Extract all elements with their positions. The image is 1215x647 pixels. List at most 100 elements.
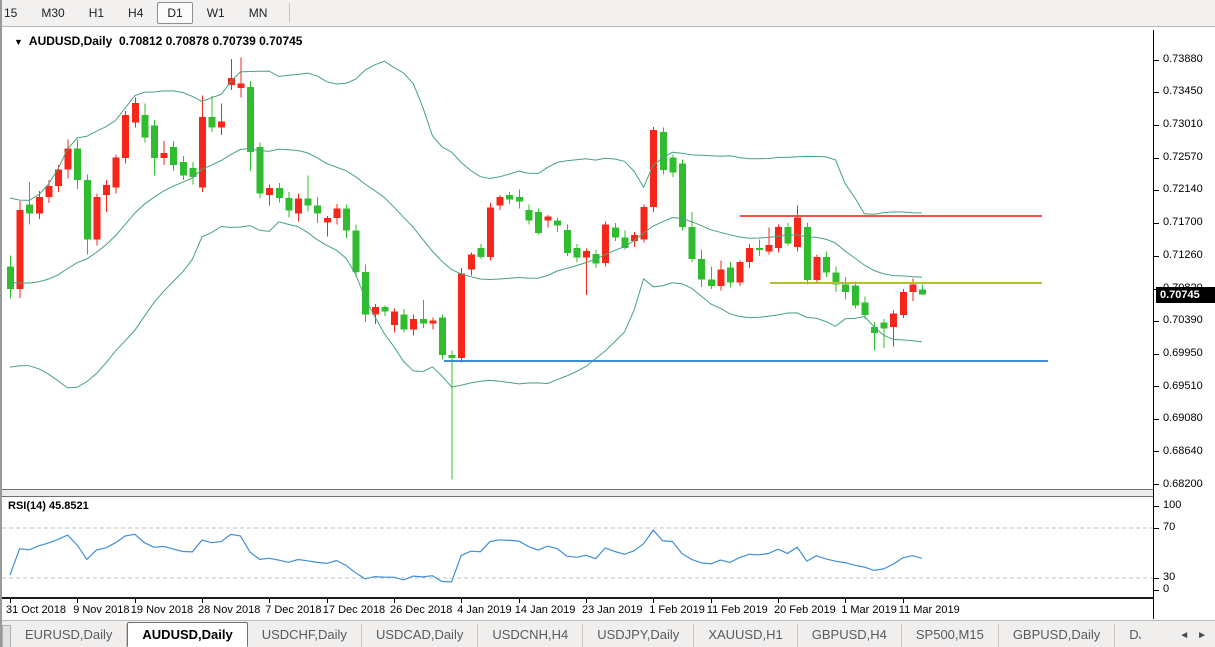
tab-stub[interactable] (2, 625, 11, 647)
candle (746, 244, 754, 269)
toolbar-separator (289, 3, 291, 23)
candle (371, 303, 379, 325)
candle (26, 182, 34, 225)
candle (909, 278, 917, 301)
candle (275, 182, 283, 203)
date-tick-mark (845, 599, 847, 603)
symbol-tab-usdjpy[interactable]: USDJPY,Daily (583, 624, 695, 647)
candle (487, 203, 494, 261)
symbol-tab-usdchf[interactable]: USDCHF,Daily (248, 624, 362, 647)
candlestick-chart[interactable] (2, 30, 1153, 489)
tab-scroll-right-icon[interactable]: ► (1197, 630, 1207, 641)
symbol-tab-sp500[interactable]: SP500,M15 (902, 624, 999, 647)
candle (218, 103, 226, 136)
timeframe-button-h1[interactable]: H1 (88, 6, 105, 20)
candle (919, 284, 926, 296)
candle (784, 223, 792, 246)
candle (467, 252, 475, 276)
collapse-triangle-icon[interactable]: ▼ (14, 37, 23, 47)
candle (199, 95, 206, 192)
price-tick-mark (1154, 190, 1159, 191)
candle (83, 174, 91, 255)
rsi-tick-mark (1154, 578, 1159, 579)
symbol-tab-dj30[interactable]: DJ30,H4 (1115, 624, 1141, 647)
pane-divider[interactable] (2, 489, 1153, 497)
tab-scroll-left-icon[interactable]: ◄ (1179, 630, 1190, 641)
price-tick-label: 0.68200 (1163, 477, 1203, 490)
date-tick-label: 31 Oct 2018 (6, 604, 66, 616)
timeframe-toolbar: 15 M30 H1 H4 D1 W1 MN (2, 0, 1215, 27)
price-tick-label: 0.69510 (1163, 379, 1203, 392)
date-tick-mark (202, 599, 203, 603)
price-tick-label: 0.69080 (1163, 412, 1203, 425)
candle (170, 141, 178, 171)
date-tick-mark (461, 599, 463, 603)
price-tick-label: 0.73450 (1163, 85, 1203, 98)
date-axis[interactable]: 31 Oct 2018 9 Nov 2018 19 Nov 2018 28 Nov 2… (2, 599, 1153, 619)
price-tick-mark (1154, 484, 1159, 485)
date-tick-mark (902, 599, 904, 603)
rsi-scale-axis: 100 70 30 0 (1154, 497, 1215, 597)
date-tick-label: 17 Dec 2018 (322, 604, 386, 616)
candle (64, 139, 72, 179)
timeframe-button-15[interactable]: 15 (4, 6, 18, 20)
price-tick-mark (1154, 256, 1159, 257)
date-tick-mark (10, 599, 11, 603)
price-axis-border (1153, 30, 1154, 619)
candle (160, 141, 168, 165)
symbol-tab-xauusd[interactable]: XAUUSD,H1 (694, 624, 798, 647)
chart-title: ▼ AUDUSD,Daily 0.70812 0.70878 0.70739 0.… (14, 34, 302, 48)
rsi-line (9, 529, 923, 583)
date-tick-label: 19 Nov 2018 (130, 604, 194, 616)
candle (794, 205, 802, 252)
date-tick-mark (134, 599, 136, 603)
rsi-pane[interactable] (2, 497, 1153, 597)
candle (765, 227, 773, 255)
candle (727, 262, 734, 288)
date-tick-mark (394, 599, 395, 603)
timeframe-button-w1[interactable]: W1 (206, 6, 225, 20)
symbol-tabbar: EURUSD,Daily AUDUSD,Daily USDCHF,Daily USDC… (2, 620, 1215, 647)
candle (679, 159, 686, 231)
candle (400, 309, 408, 333)
candle (122, 111, 130, 164)
candle (93, 193, 101, 246)
date-tick-mark (77, 599, 79, 603)
candle (890, 310, 898, 347)
price-tick-label: 0.70390 (1163, 314, 1203, 327)
candle (535, 208, 542, 235)
candle (717, 260, 725, 291)
candle (151, 120, 158, 176)
candle (659, 127, 667, 175)
symbol-tab-eurusd[interactable]: EURUSD,Daily (11, 624, 128, 647)
rsi-chart (2, 527, 1153, 583)
price-axis[interactable]: 0.70745 0.73880 0.73450 0.73010 0.72570 0.72… (1154, 30, 1215, 490)
timeframe-button-d1[interactable]: D1 (157, 2, 193, 24)
rsi-tick-mark (1154, 590, 1159, 591)
main-chart-pane[interactable] (2, 30, 1153, 489)
price-tick-mark (1154, 354, 1159, 355)
timeframe-button-m30[interactable]: M30 (41, 6, 65, 20)
candle (832, 266, 840, 293)
candle (35, 191, 43, 219)
candle (352, 224, 360, 278)
candle (141, 103, 149, 143)
symbol-tab-audusd[interactable]: AUDUSD,Daily (127, 622, 248, 647)
symbol-tab-gbpusd[interactable]: GBPUSD,H4 (798, 624, 902, 647)
date-tick-label: 4 Jan 2019 (457, 604, 512, 616)
pane-bottom-border (2, 597, 1153, 599)
candle (563, 224, 571, 257)
candle (439, 314, 446, 360)
candle (515, 189, 523, 209)
candle (381, 305, 389, 316)
current-price-tag: 0.70745 (1156, 287, 1215, 303)
timeframe-button-h4[interactable]: H4 (128, 6, 144, 20)
candle (698, 249, 706, 287)
symbol-tab-gbpusd[interactable]: GBPUSD,Daily (999, 624, 1116, 647)
symbol-tab-usdcnh[interactable]: USDCNH,H4 (478, 624, 584, 647)
symbol-tab-usdcad[interactable]: USDCAD,Daily (362, 624, 479, 647)
rsi-scale-label: 100 (1163, 499, 1182, 511)
date-tick-mark (653, 599, 655, 603)
candle (736, 260, 744, 287)
timeframe-button-mn[interactable]: MN (248, 6, 268, 20)
